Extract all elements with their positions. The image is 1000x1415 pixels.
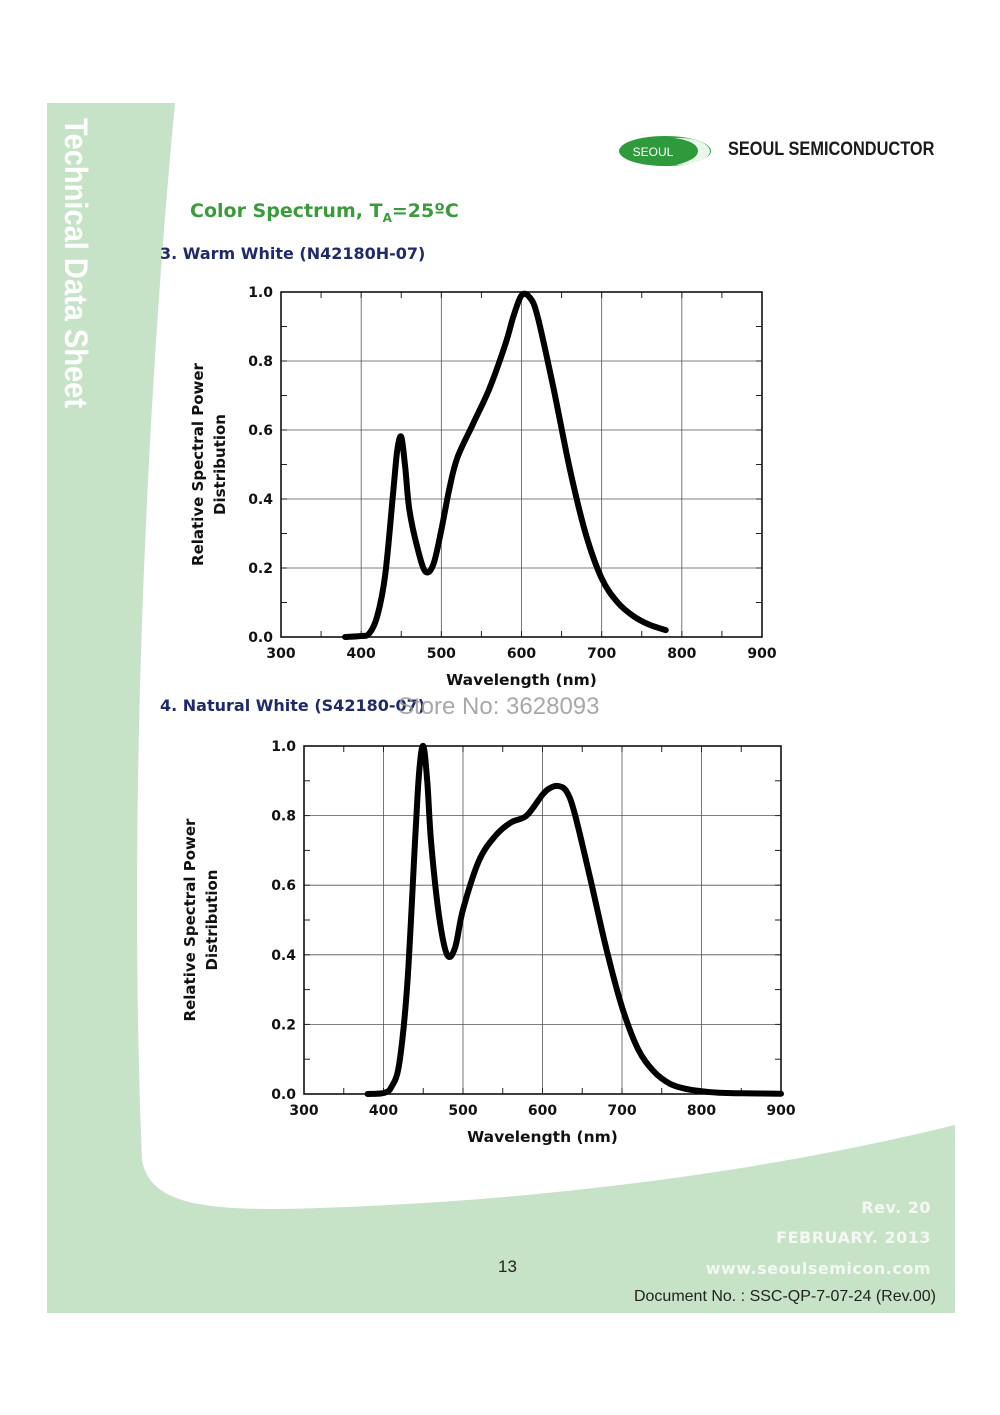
y-axis-label: Relative Spectral Power [181,818,199,1021]
y-tick-label: 0.0 [271,1087,296,1103]
plot-frame [303,745,782,1095]
section-title: Color Spectrum, TA=25ºC [190,200,459,225]
green-sidebar-shape [47,103,955,1313]
y-tick-label: 0.8 [271,809,296,825]
y-axis-label: Relative Spectral Power [189,362,207,565]
sidebar-title: Technical Data Sheet [58,118,94,408]
x-axis-label: Wavelength (nm) [446,671,597,689]
y-axis-label: Distribution [203,870,221,971]
x-tick-label: 300 [266,646,295,662]
page-number: 13 [498,1257,517,1276]
y-tick-label: 0.2 [248,561,273,577]
x-tick-label: 700 [607,1103,636,1119]
y-tick-label: 0.8 [248,354,273,370]
sidebar-title-text: Technical Data Sheet [58,118,94,408]
x-tick-label: 500 [448,1103,477,1119]
spectrum-series-line [342,290,669,640]
y-tick-label: 0.6 [248,423,273,439]
x-tick-label: 400 [369,1103,398,1119]
logo-badge-text: SEOUL [633,145,674,159]
footer-date: FEBRUARY. 2013 [776,1228,931,1247]
y-tick-label: 0.4 [248,492,273,508]
x-axis-label: Wavelength (nm) [467,1128,618,1146]
company-logo: SEOUL [619,136,711,166]
x-tick-label: 500 [427,646,456,662]
chart-2-heading: 4. Natural White (S42180-07) [160,696,426,715]
company-name: SEOUL SEMICONDUCTOR [728,139,935,160]
store-watermark: Store No: 3628093 [398,693,600,720]
x-tick-label: 900 [747,646,776,662]
y-axis-label: Distribution [211,414,229,515]
y-tick-label: 0.2 [271,1017,296,1033]
y-tick-label: 1.0 [248,285,273,301]
document-number: Document No. : SSC-QP-7-07-24 (Rev.00) [633,1288,936,1305]
y-tick-label: 0.6 [271,878,296,894]
x-tick-label: 600 [528,1103,557,1119]
logo-ellipse [619,136,711,166]
chart-1-heading: 3. Warm White (N42180H-07) [160,244,426,263]
x-tick-label: 600 [507,646,536,662]
footer-website[interactable]: www.seoulsemicon.com [705,1259,931,1278]
x-tick-label: 800 [667,646,696,662]
x-tick-label: 400 [347,646,376,662]
x-tick-label: 300 [289,1103,318,1119]
y-tick-label: 0.0 [248,630,273,646]
x-tick-label: 700 [587,646,616,662]
spectrum-series-line [364,742,784,1097]
footer-revision: Rev. 20 [861,1198,931,1217]
y-tick-label: 0.4 [271,948,296,964]
x-tick-label: 800 [687,1103,716,1119]
x-tick-label: 900 [766,1103,795,1119]
y-tick-label: 1.0 [271,739,296,755]
